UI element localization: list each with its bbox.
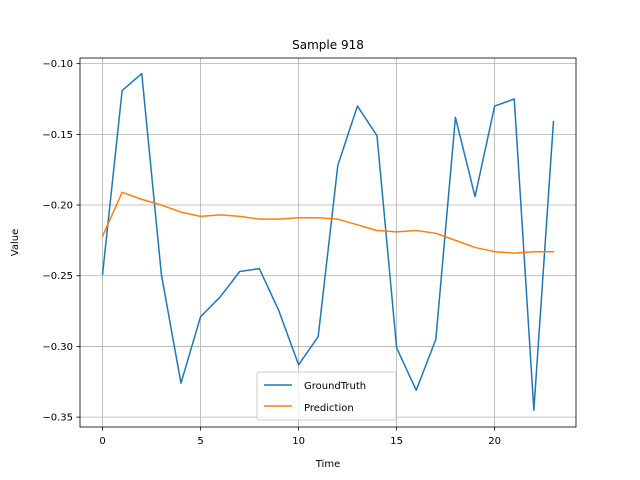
y-tick-label: −0.20 bbox=[42, 201, 73, 212]
chart-title: Sample 918 bbox=[292, 38, 364, 52]
y-tick-label: −0.30 bbox=[42, 342, 73, 353]
x-tick-label: 20 bbox=[488, 436, 501, 447]
x-tick-label: 5 bbox=[197, 436, 203, 447]
x-axis-label: Time bbox=[315, 459, 340, 470]
y-tick-label: −0.35 bbox=[42, 413, 73, 424]
series-line-prediction bbox=[101, 191, 555, 254]
series-line-groundtruth bbox=[101, 72, 555, 411]
series-layer bbox=[101, 72, 555, 411]
legend: GroundTruth Prediction bbox=[256, 371, 397, 421]
x-tick-label: 0 bbox=[99, 436, 105, 447]
plot-frame bbox=[79, 57, 577, 428]
y-axis-label: Value bbox=[10, 229, 21, 256]
legend-label-prediction: Prediction bbox=[304, 403, 354, 414]
plot-area bbox=[80, 58, 576, 427]
y-tick-label: −0.10 bbox=[42, 59, 73, 70]
legend-box bbox=[256, 371, 397, 421]
ticks: 0 5 10 15 20 −0.35 −0.30 −0.25 −0.20 −0.15 −0.10 bbox=[42, 59, 501, 447]
legend-label-groundtruth: GroundTruth bbox=[304, 381, 366, 392]
grid bbox=[80, 58, 576, 427]
y-tick-label: −0.25 bbox=[42, 271, 73, 282]
x-tick-label: 15 bbox=[390, 436, 403, 447]
y-tick-label: −0.15 bbox=[42, 130, 73, 141]
x-tick-label: 10 bbox=[292, 436, 305, 447]
